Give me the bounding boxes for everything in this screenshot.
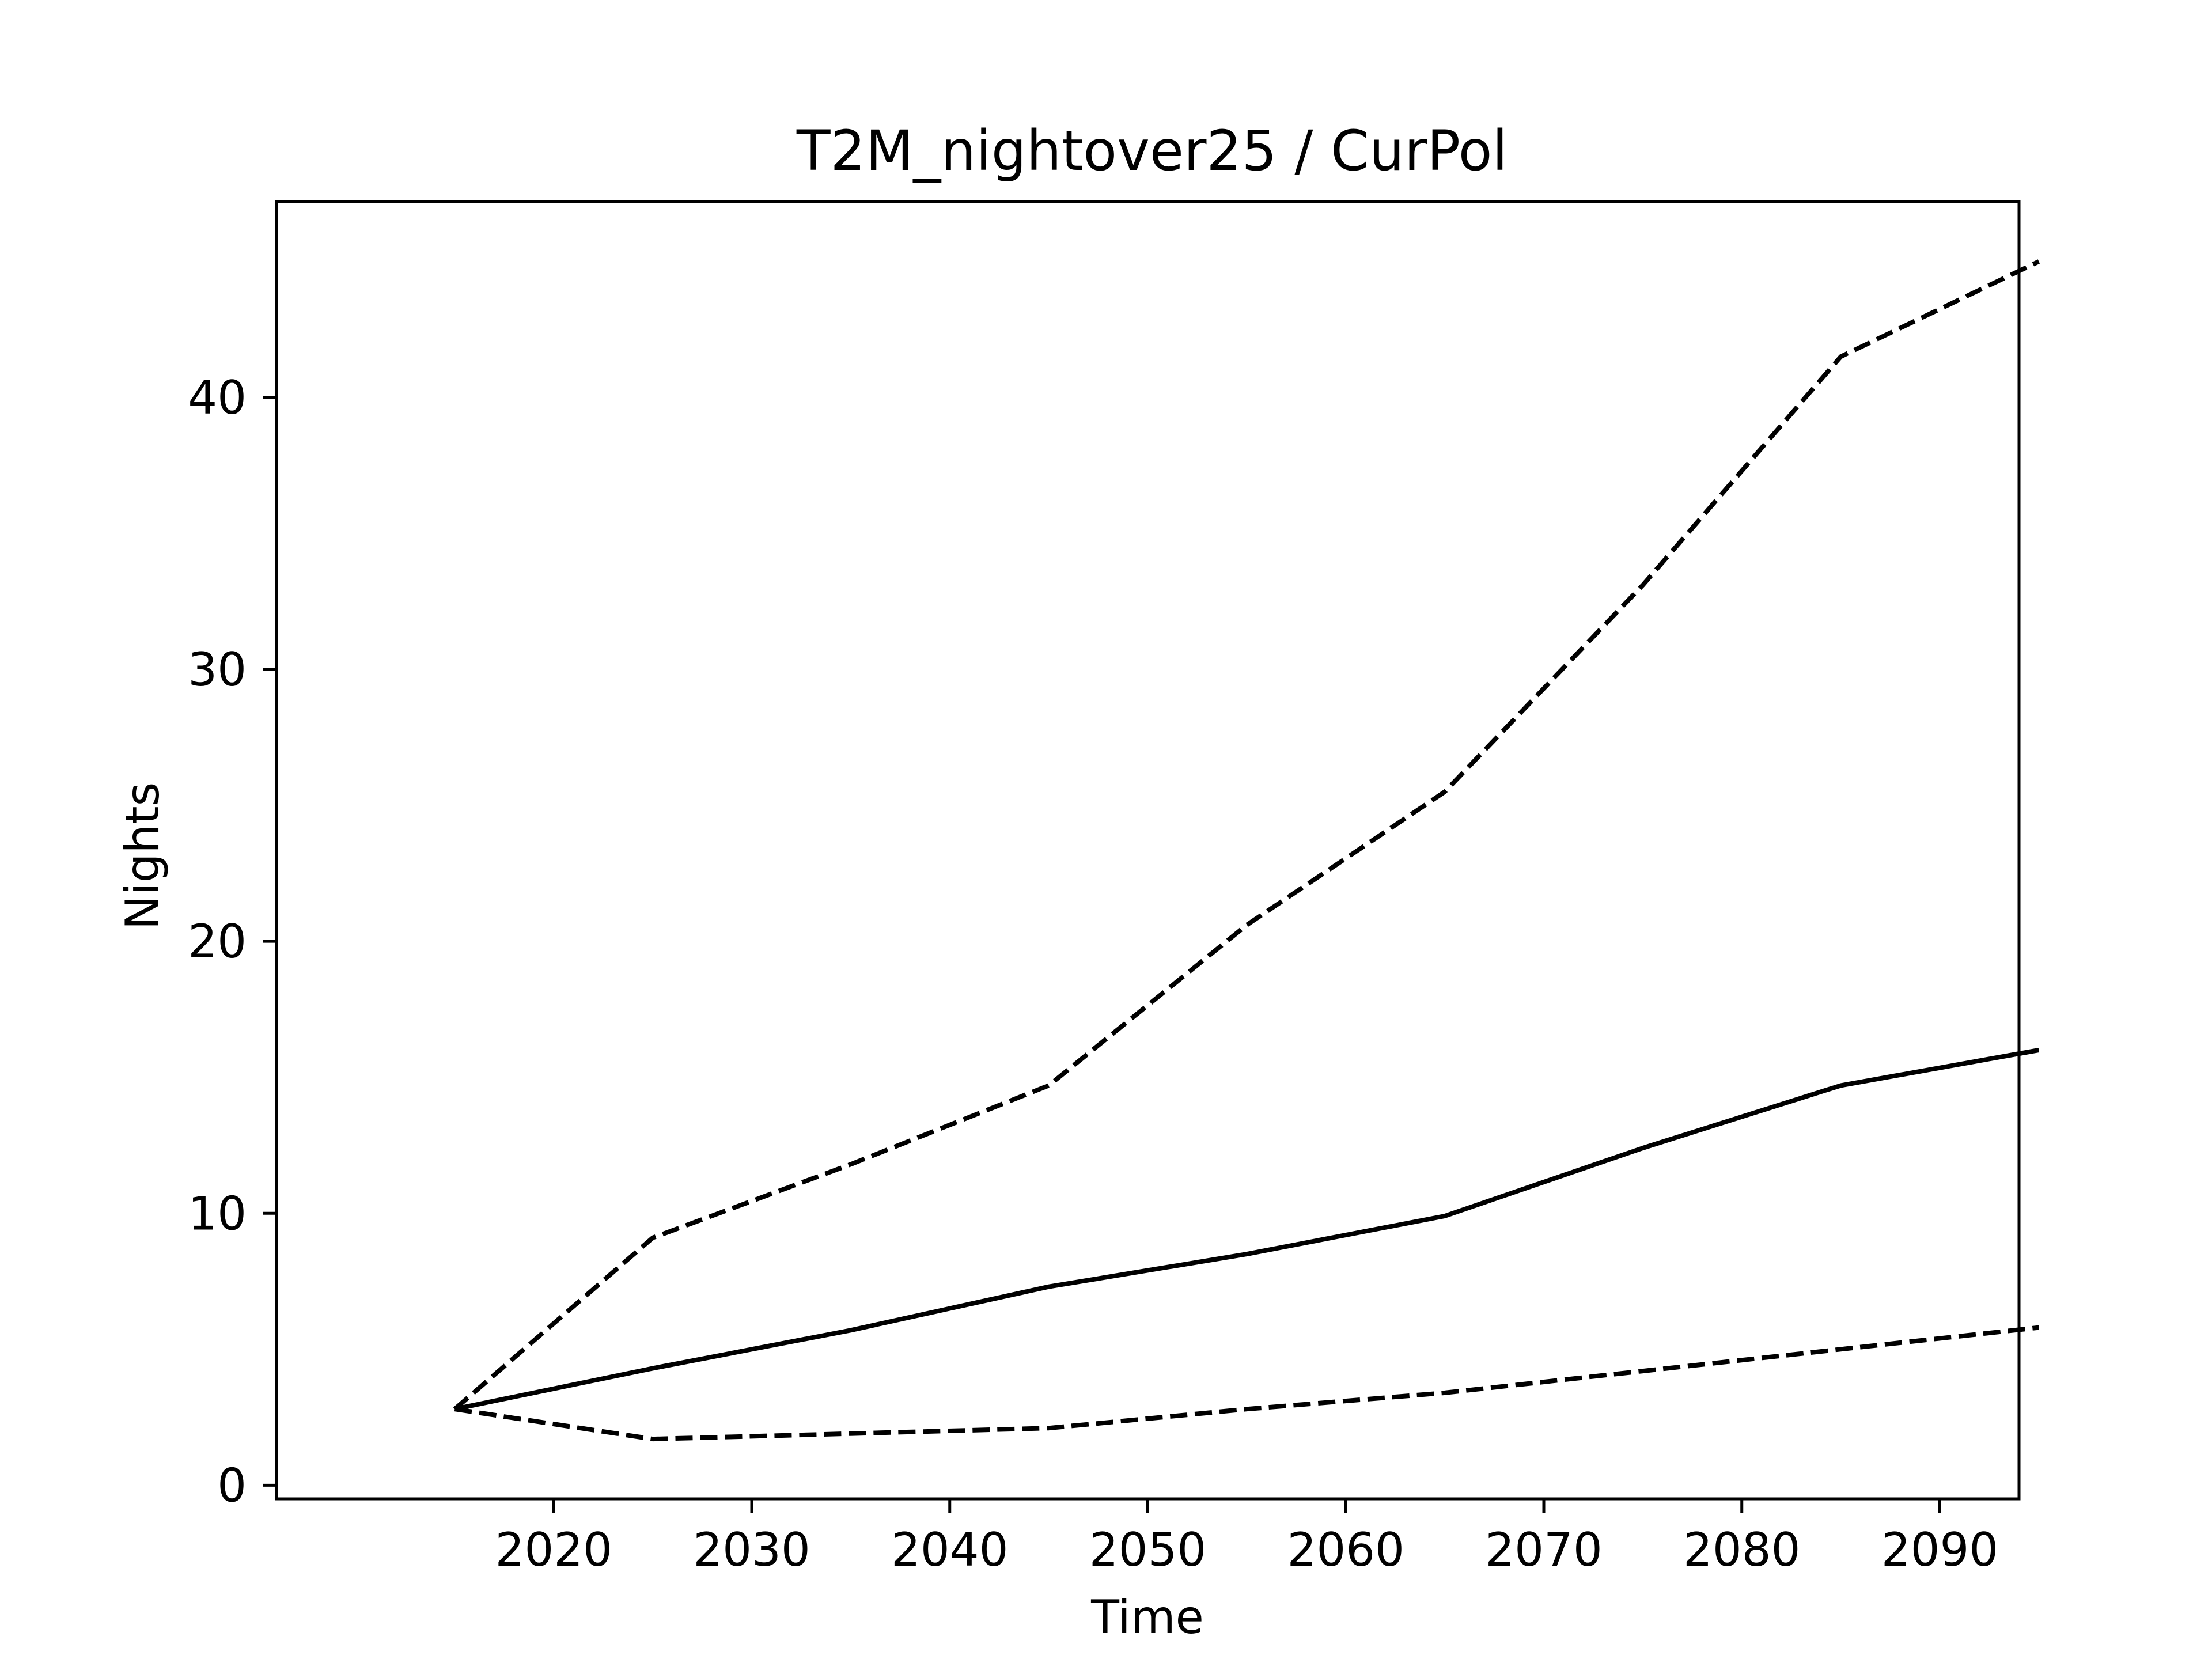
- y-tick-label: 10: [188, 1187, 247, 1240]
- x-tick-label: 2080: [1683, 1523, 1801, 1577]
- upper-bound-series-line: [453, 259, 2040, 1411]
- x-tick-label: 2040: [891, 1523, 1009, 1577]
- x-tick-label: 2060: [1287, 1523, 1404, 1577]
- x-tick-label: 2050: [1089, 1523, 1207, 1577]
- x-tick-label: 2070: [1485, 1523, 1603, 1577]
- y-tick-label: 0: [217, 1459, 247, 1512]
- y-axis-ticks: 0 10 20 30 40: [188, 371, 276, 1512]
- x-axis-ticks: 2020 2030 2040 2050 2060 2070 2080 2090: [495, 1499, 1998, 1577]
- y-axis-label: Nights: [116, 782, 169, 930]
- lower-bound-series-line: [454, 1325, 2039, 1442]
- plot-frame: [275, 200, 2021, 1501]
- y-tick-label: 20: [188, 915, 247, 968]
- series-lines: [453, 259, 2040, 1442]
- y-tick-label: 30: [188, 643, 247, 696]
- x-axis-label: Time: [1090, 1590, 1204, 1644]
- x-tick-label: 2030: [693, 1523, 810, 1577]
- x-tick-label: 2090: [1881, 1523, 1999, 1577]
- chart-title: T2M_nightover25 / CurPol: [796, 119, 1508, 183]
- y-tick-label: 40: [188, 371, 247, 425]
- x-tick-label: 2020: [495, 1523, 612, 1577]
- median-series-line: [454, 1048, 2040, 1412]
